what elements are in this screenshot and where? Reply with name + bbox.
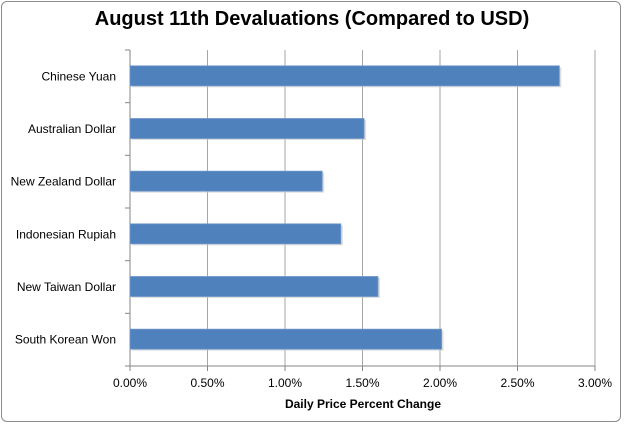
y-tick-label: South Korean Won	[15, 333, 116, 347]
x-tick-label: 1.00%	[268, 376, 302, 390]
y-tick-label: Indonesian Rupiah	[16, 227, 116, 241]
chart-title: August 11th Devaluations (Compared to US…	[94, 8, 530, 30]
y-tick-label: New Taiwan Dollar	[17, 280, 116, 294]
x-tick-label: 0.00%	[113, 376, 147, 390]
y-tick-label: New Zealand Dollar	[11, 175, 116, 189]
x-axis-label: Daily Price Percent Change	[284, 397, 442, 411]
x-tick-label: 2.50%	[500, 376, 534, 390]
bar-indonesian-rupiah	[129, 223, 342, 245]
x-tick-label: 0.50%	[190, 376, 224, 390]
bar-chinese-yuan	[129, 65, 560, 87]
x-tick-label: 2.00%	[423, 376, 457, 390]
bar-south-korean-won	[129, 328, 442, 350]
bar-new-taiwan-dollar	[129, 276, 379, 297]
bar-new-zealand-dollar	[129, 170, 323, 192]
y-tick-label: Australian Dollar	[28, 122, 116, 136]
y-tick-label: Chinese Yuan	[41, 69, 116, 83]
x-tick-label: 3.00%	[578, 376, 612, 390]
bar-australian-dollar	[129, 118, 365, 139]
x-tick-label: 1.50%	[345, 376, 379, 390]
